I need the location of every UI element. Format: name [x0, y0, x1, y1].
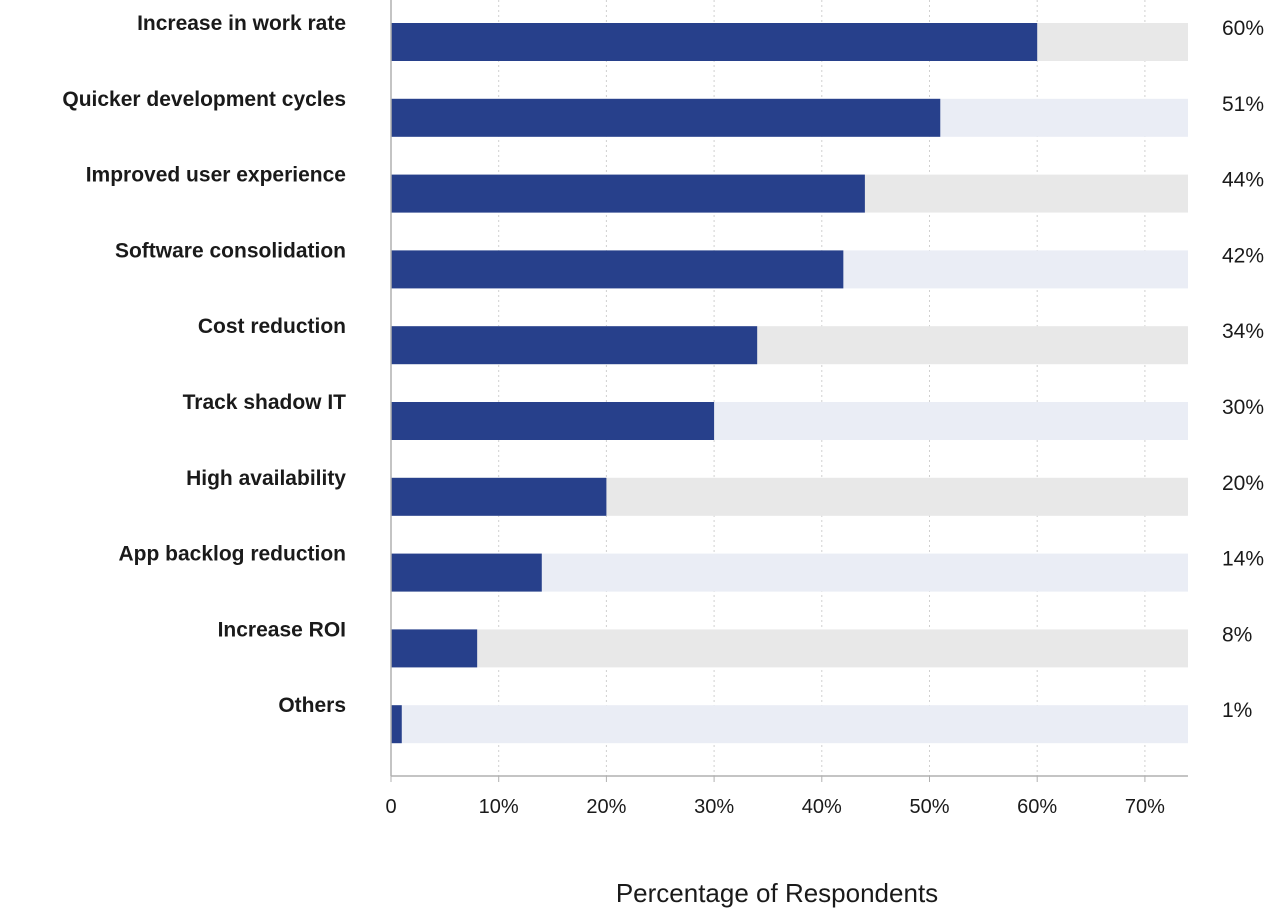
category-label: Improved user experience	[86, 164, 346, 187]
x-tick-label: 10%	[479, 796, 519, 818]
value-label: 14%	[1222, 548, 1264, 571]
category-label: Others	[278, 694, 346, 717]
category-label: App backlog reduction	[118, 543, 346, 566]
category-label: Cost reduction	[198, 315, 346, 338]
bar-track	[391, 705, 1188, 744]
category-label: Track shadow IT	[183, 391, 347, 414]
category-label: Software consolidation	[115, 239, 346, 262]
value-label: 30%	[1222, 396, 1264, 419]
value-label: 51%	[1222, 93, 1264, 116]
category-label: Increase in work rate	[137, 12, 346, 35]
x-tick-label: 30%	[694, 796, 734, 818]
x-tick-label: 20%	[586, 796, 626, 818]
bar	[391, 23, 1038, 61]
bar	[391, 98, 941, 137]
value-label: 60%	[1222, 17, 1264, 40]
category-labels: Increase in work rate Quicker development…	[62, 12, 346, 717]
x-tick-label: 0	[385, 796, 396, 818]
bar	[391, 705, 402, 744]
value-labels: 60% 51% 44% 42% 34% 30% 20% 14% 8% 1%	[1222, 17, 1264, 722]
bar	[391, 553, 542, 592]
bar	[391, 402, 715, 440]
axes	[390, 0, 1188, 782]
x-tick-label: 50%	[909, 796, 949, 818]
value-label: 1%	[1222, 699, 1252, 722]
value-label: 42%	[1222, 244, 1264, 267]
bars	[391, 23, 1038, 744]
bar	[391, 326, 758, 365]
x-tick-label: 70%	[1125, 796, 1165, 818]
bar	[391, 629, 478, 668]
x-axis-title: Percentage of Respondents	[616, 878, 938, 908]
value-label: 20%	[1222, 472, 1264, 495]
x-tick-label: 40%	[802, 796, 842, 818]
bar	[391, 174, 865, 213]
bar	[391, 250, 844, 289]
bar	[391, 477, 607, 516]
category-label: Quicker development cycles	[62, 88, 346, 111]
category-label: High availability	[186, 467, 346, 490]
category-label: Increase ROI	[218, 618, 346, 641]
x-tick-label: 60%	[1017, 796, 1057, 818]
value-label: 44%	[1222, 169, 1264, 192]
value-label: 8%	[1222, 623, 1252, 646]
bar-track	[391, 629, 1188, 668]
x-tick-labels: 0 10% 20% 30% 40% 50% 60% 70%	[385, 796, 1165, 818]
value-label: 34%	[1222, 320, 1264, 343]
